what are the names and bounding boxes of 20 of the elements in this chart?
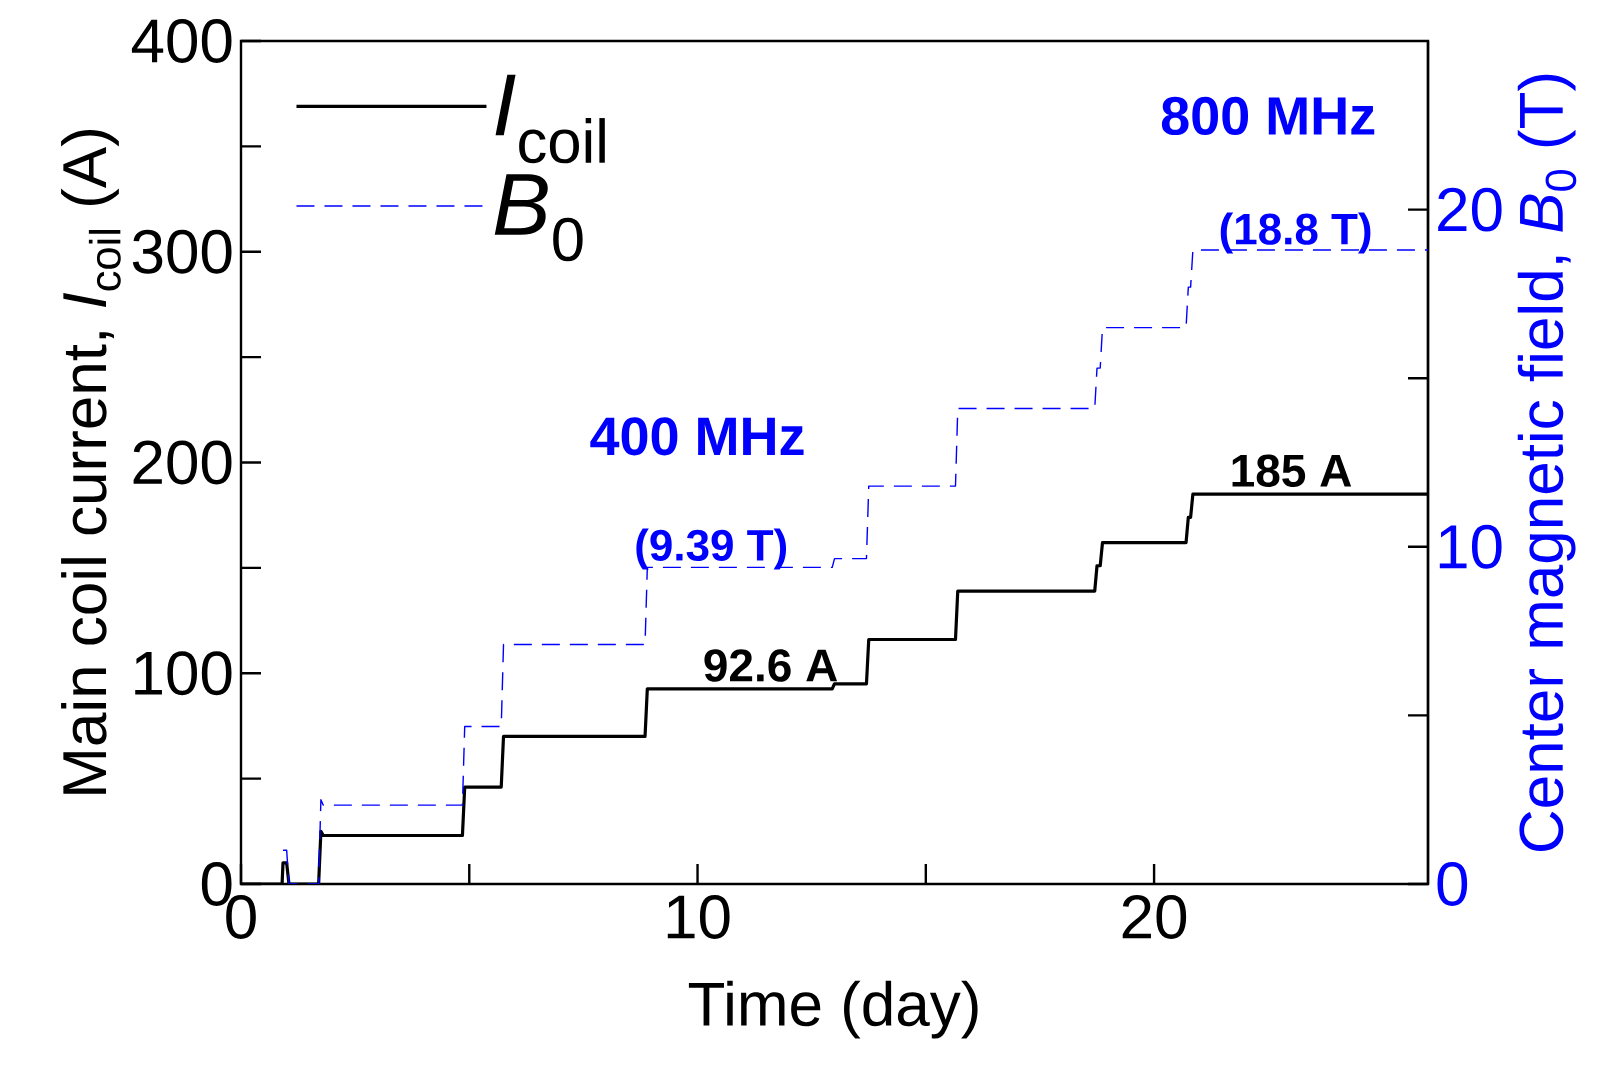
legend-label: B$_{0}$	[494, 174, 583, 262]
x-tick-label: 10	[667, 895, 730, 939]
annotation: (9.39 T)	[636, 528, 787, 570]
y2-tick-label: 20	[1438, 187, 1502, 232]
y-tick-label: 100	[135, 651, 232, 696]
annotation: 400 MHz	[590, 417, 804, 456]
y-tick-label: 200	[133, 440, 232, 485]
y-tick-label: 300	[132, 229, 232, 274]
annotation: 185 A	[1232, 454, 1352, 488]
y-tick-label: 400	[131, 19, 232, 63]
x-tick-label: 20	[1122, 895, 1187, 939]
y2-tick-label: 0	[1437, 862, 1468, 906]
y2-tick-label: 10	[1439, 524, 1502, 569]
legend-label: I$_{coil}$	[495, 74, 605, 164]
annotation: (18.8 T)	[1220, 212, 1371, 254]
annotation: 800 MHz	[1161, 96, 1375, 136]
x-axis-title: Time (day)	[688, 980, 978, 1039]
y2-axis-title: Center magnetic field, B$_{0}$ (T)	[1517, 74, 1577, 851]
annotation: 92.6 A	[704, 649, 838, 682]
y-axis-title: Main coil current, I$_{coil}$ (A)	[61, 130, 121, 794]
